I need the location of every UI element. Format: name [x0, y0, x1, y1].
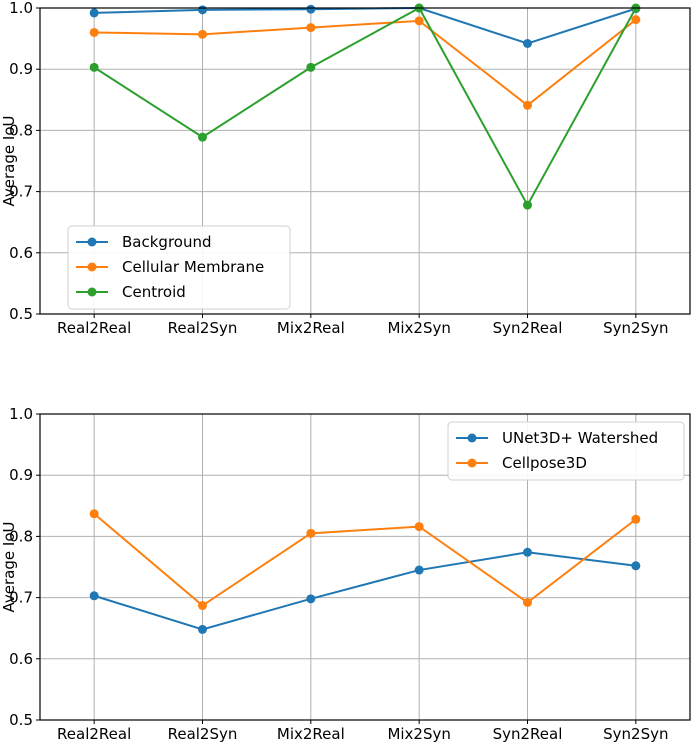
chart-panel-1: Real2Real Real2Syn Mix2Real Mix2Syn Syn2Real… — [0, 0, 691, 337]
data-point — [306, 528, 316, 538]
data-point — [89, 8, 99, 18]
plot-frame — [39, 7, 691, 315]
legend-marker — [87, 262, 97, 272]
data-point — [306, 594, 316, 604]
legend-box — [447, 421, 685, 481]
legend-marker — [467, 433, 477, 443]
y-tick-label: 0.9 — [9, 60, 33, 78]
data-point — [198, 29, 207, 39]
x-tick-label: Mix2Real — [277, 319, 345, 337]
x-tick-label: Syn2Syn — [603, 725, 668, 743]
data-point — [306, 23, 316, 33]
series-line-2 — [94, 18, 637, 107]
x-tick-label: Real2Real — [57, 725, 131, 743]
legend-label: Cellpose3D — [502, 454, 587, 472]
y-axis-label: Average IoU — [0, 116, 18, 207]
legend-label: Cellular Membrane — [122, 258, 264, 276]
legend-label: UNet3D+ Watershed — [502, 429, 658, 447]
data-point — [523, 100, 532, 110]
x-tick-label: Syn2Real — [493, 319, 563, 337]
y-tick-label: 0.6 — [9, 244, 33, 262]
series-line-1 — [93, 551, 636, 631]
data-point — [198, 601, 207, 611]
chart-panel-2: Real2Real Real2Syn Mix2Real Mix2Syn Syn2Real… — [0, 405, 691, 743]
legend-label: Centroid — [122, 283, 186, 301]
data-point — [414, 522, 424, 532]
data-point — [631, 514, 641, 524]
data-point — [414, 16, 424, 26]
data-point — [631, 561, 641, 571]
legend-marker — [87, 237, 97, 247]
data-point — [306, 62, 316, 72]
data-point — [198, 5, 207, 15]
plot-frame — [39, 413, 691, 721]
y-axis-label: Average IoU — [0, 522, 18, 613]
x-tick-label: Real2Syn — [168, 725, 238, 743]
y-tick-label: 0.6 — [9, 650, 33, 668]
y-tick-label: 0.7 — [9, 183, 33, 201]
x-tick-label: Mix2Syn — [387, 319, 450, 337]
data-point — [523, 547, 532, 557]
y-tick-label: 0.8 — [9, 527, 33, 545]
data-point — [89, 591, 99, 601]
series-line-1 — [94, 6, 637, 45]
x-tick-label: Syn2Syn — [603, 319, 668, 337]
data-point — [89, 27, 99, 37]
y-tick-label: 0.8 — [9, 121, 33, 139]
series-line-3 — [93, 6, 637, 208]
x-tick-label: Mix2Real — [277, 725, 345, 743]
data-point — [523, 597, 532, 607]
x-tick-label: Mix2Syn — [387, 725, 450, 743]
data-point — [306, 4, 316, 14]
series-line-2 — [93, 512, 637, 607]
x-tick-label: Real2Real — [57, 319, 131, 337]
legend-box — [67, 225, 291, 310]
y-tick-label: 1.0 — [9, 0, 33, 17]
y-tick-label: 0.7 — [9, 589, 33, 607]
data-point — [89, 509, 99, 519]
y-tick-label: 1.0 — [9, 405, 33, 423]
data-point — [198, 624, 207, 634]
legend-label: Background — [122, 233, 212, 251]
y-tick-label: 0.5 — [9, 305, 33, 323]
data-point — [414, 565, 424, 575]
x-tick-label: Syn2Real — [493, 725, 563, 743]
data-point — [198, 132, 207, 142]
data-point — [89, 62, 99, 72]
data-point — [523, 200, 532, 210]
data-point — [523, 38, 532, 48]
legend-marker — [87, 287, 97, 297]
y-tick-label: 0.9 — [9, 466, 33, 484]
legend-marker — [467, 458, 477, 468]
x-tick-label: Real2Syn — [168, 319, 238, 337]
y-tick-label: 0.5 — [9, 711, 33, 729]
data-point — [631, 15, 641, 25]
